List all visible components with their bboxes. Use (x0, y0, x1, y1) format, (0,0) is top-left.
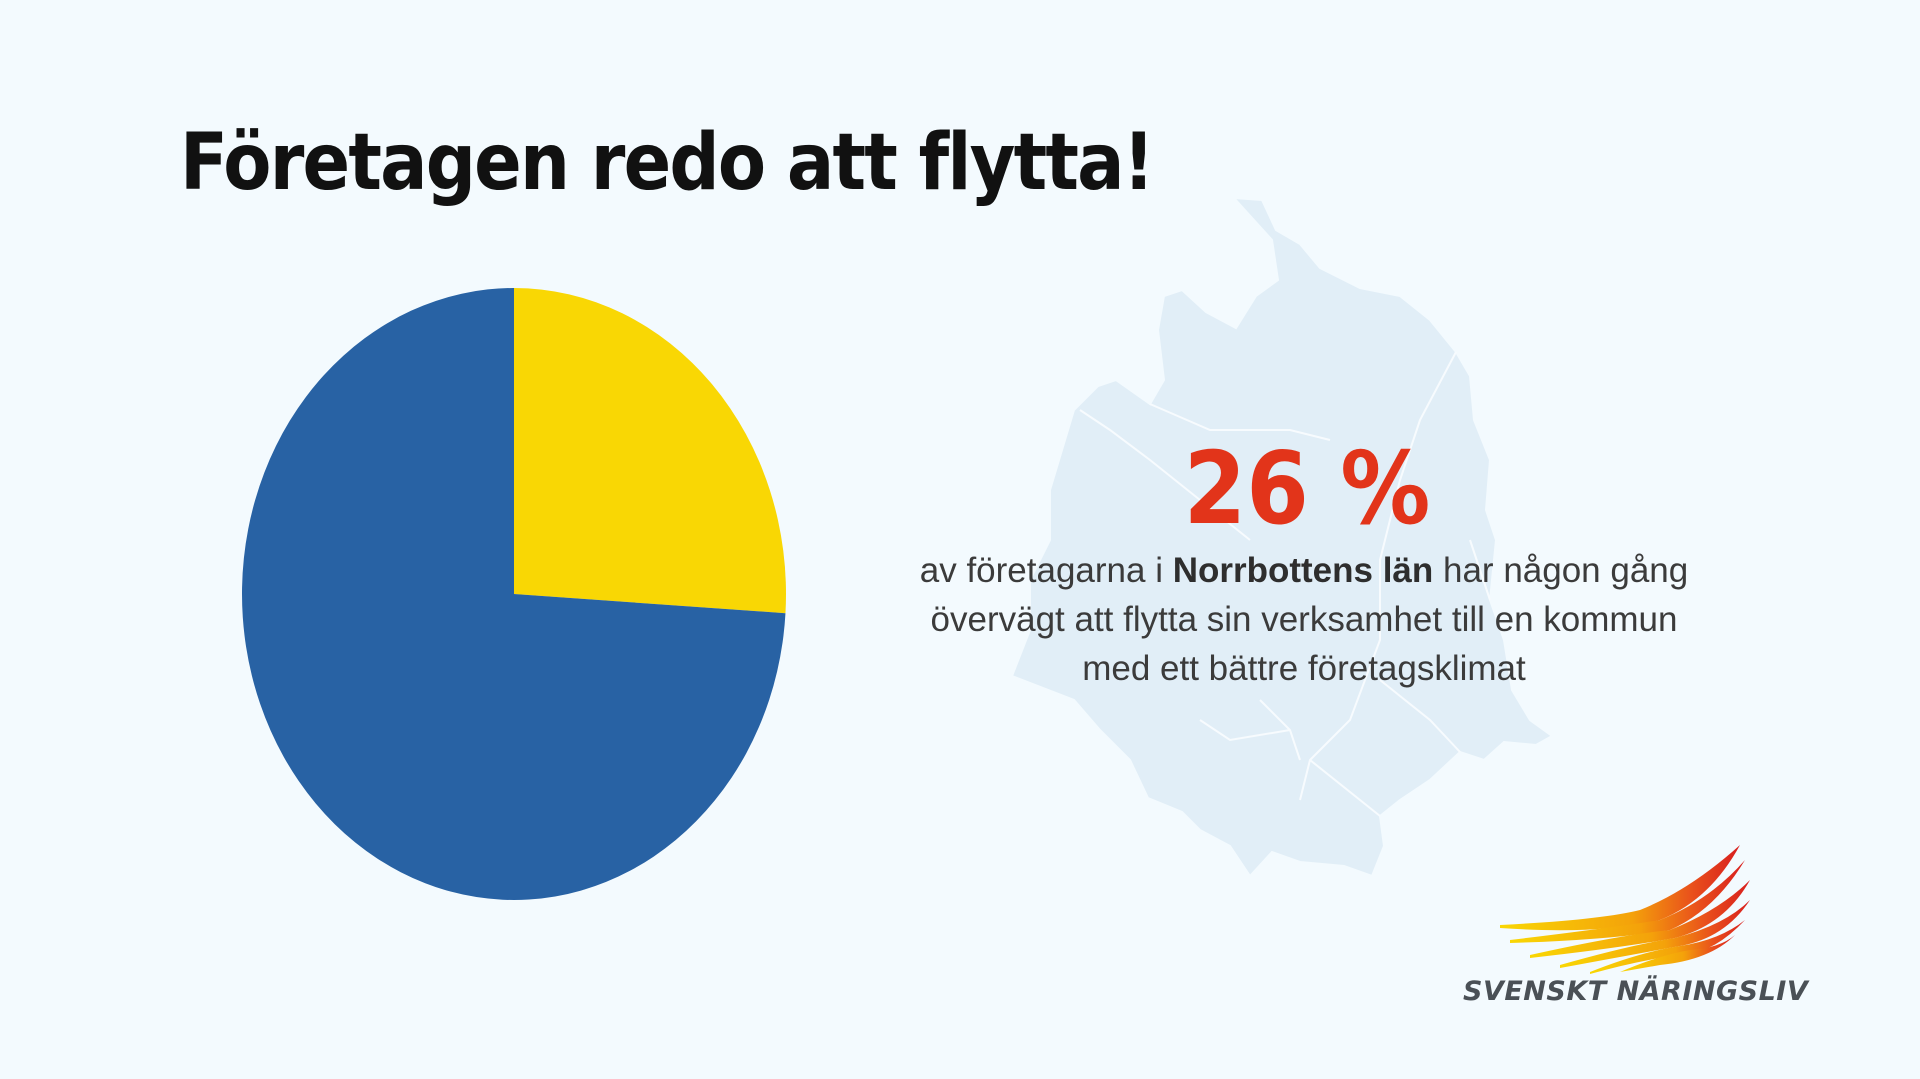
description-part1: av företagarna i (919, 551, 1173, 590)
norrbotten-map-shape (1010, 196, 1554, 878)
description-line-1: av företagarna i Norrbottens län har någ… (854, 546, 1754, 595)
pie-slice-1 (241, 288, 786, 900)
description-part2: har någon gång (1433, 551, 1689, 590)
page-title: Företagen redo att flytta! (180, 118, 1155, 208)
highlight-percentage: 26 % (1183, 430, 1431, 547)
description-region: Norrbottens län (1172, 551, 1434, 590)
svenskt-naringsliv-logo-icon (1500, 845, 1750, 974)
description-line-2: övervägt att flytta sin verksamhet till … (930, 600, 1678, 639)
description-line-3: med ett bättre företagsklimat (1082, 649, 1526, 688)
pie-slice-0 (514, 288, 786, 614)
description-text: av företagarna i Norrbottens län har någ… (854, 546, 1754, 693)
logo-wordmark: SVENSKT NÄRINGSLIV (1463, 976, 1809, 1007)
